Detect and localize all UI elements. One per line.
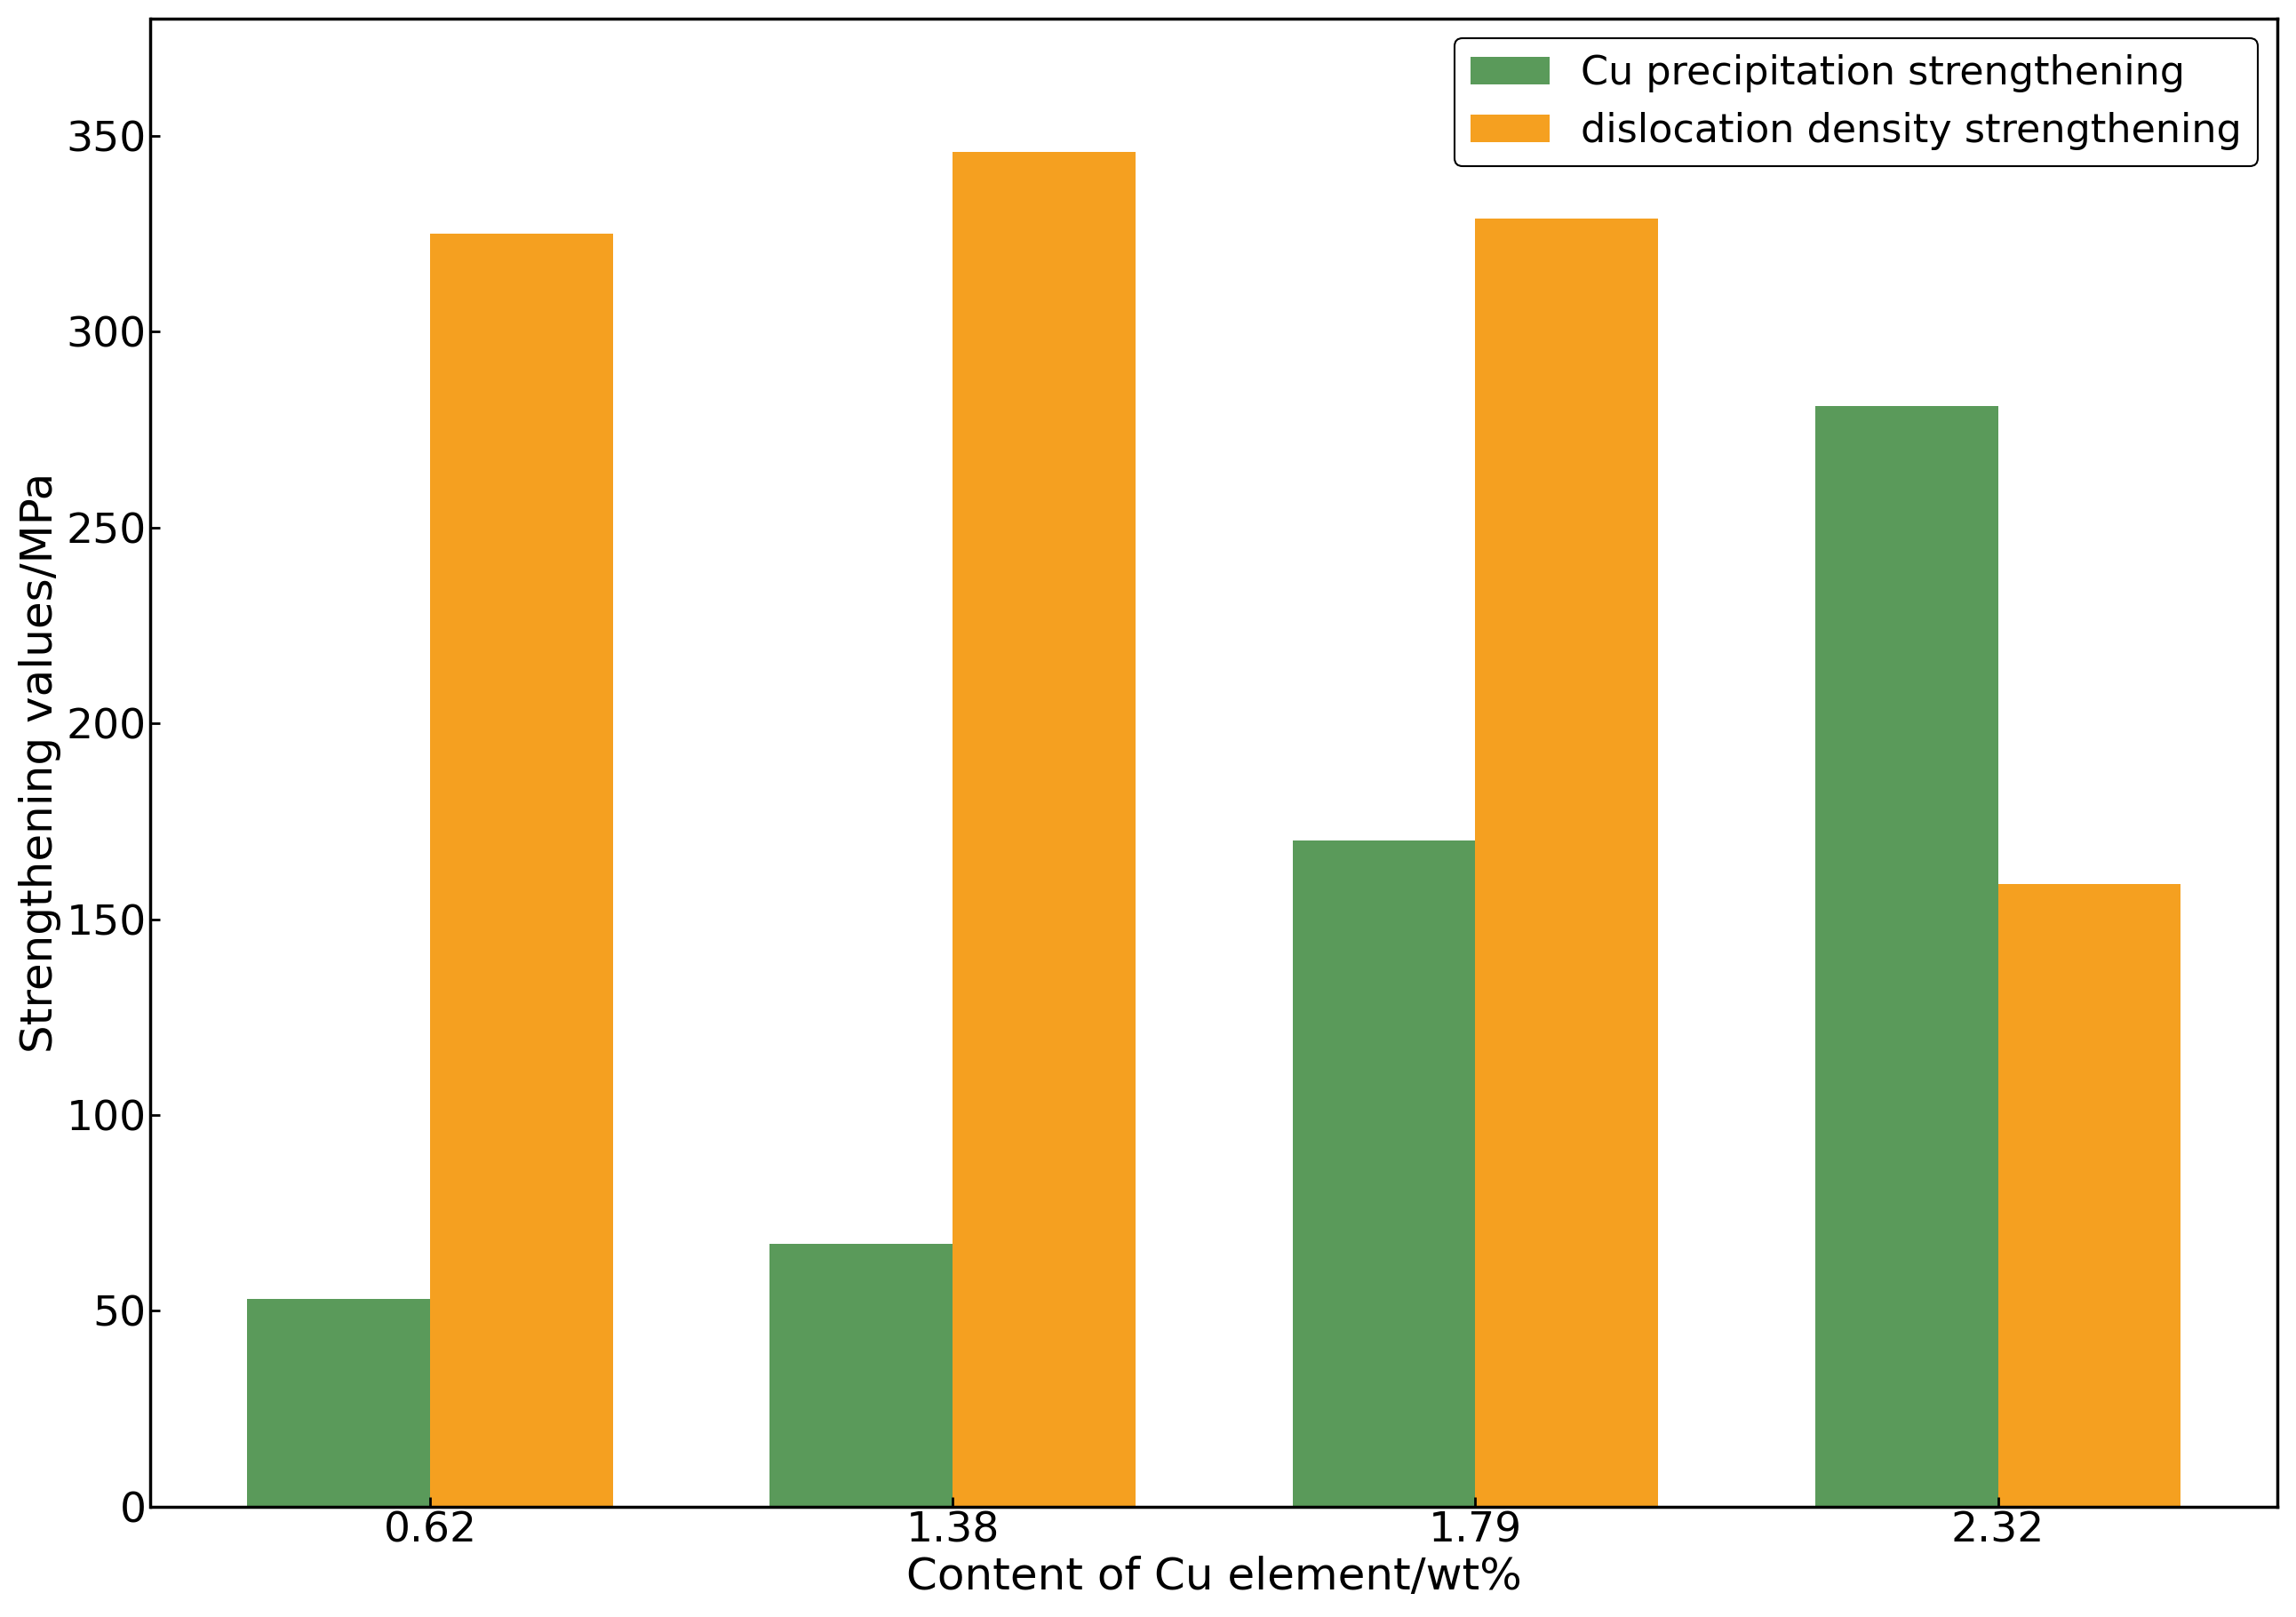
Bar bbox=[1476, 218, 1658, 1507]
Y-axis label: Strengthening values/MPa: Strengthening values/MPa bbox=[18, 472, 62, 1053]
Bar bbox=[769, 1243, 953, 1507]
Bar bbox=[953, 152, 1137, 1507]
Bar bbox=[1998, 884, 2181, 1507]
Bar bbox=[429, 234, 613, 1507]
Bar bbox=[1816, 406, 1998, 1507]
X-axis label: Content of Cu element/wt%: Content of Cu element/wt% bbox=[907, 1556, 1522, 1599]
Bar bbox=[1293, 841, 1476, 1507]
Legend: Cu precipitation strengthening, dislocation density strengthening: Cu precipitation strengthening, dislocat… bbox=[1456, 39, 2257, 167]
Bar bbox=[248, 1298, 429, 1507]
